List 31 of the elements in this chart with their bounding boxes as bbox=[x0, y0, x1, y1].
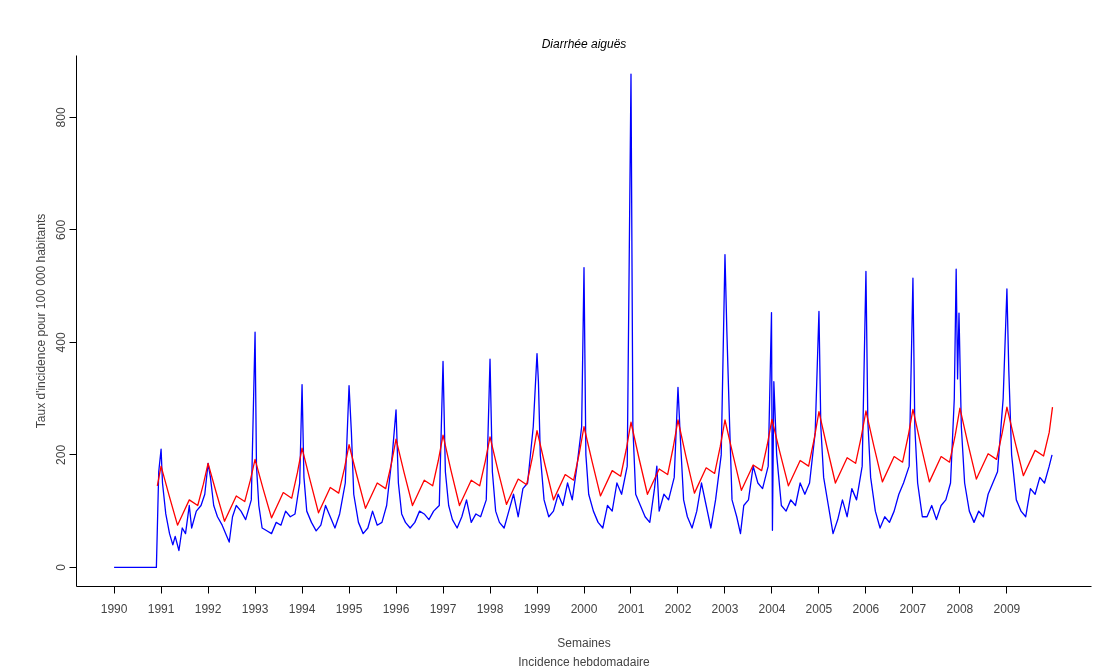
x-tick-label: 1994 bbox=[288, 601, 316, 616]
x-tick-label: 1993 bbox=[241, 601, 269, 616]
x-tick-label: 2008 bbox=[946, 601, 974, 616]
x-tick-label: 2001 bbox=[617, 601, 645, 616]
line-series bbox=[156, 406, 1054, 526]
x-tick-label: 1999 bbox=[523, 601, 551, 616]
y-tick-label: 0 bbox=[53, 563, 68, 571]
text: Incidence hebdomadaire bbox=[518, 654, 651, 668]
x-tick-label: 2007 bbox=[899, 601, 927, 616]
y-axis-title: Taux d'incidence pour 100 000 habitants bbox=[33, 213, 48, 429]
x-tick-label: 1996 bbox=[382, 601, 410, 616]
y-tick-label: 200 bbox=[53, 444, 68, 465]
x-axis-title: Semaines bbox=[557, 635, 611, 650]
x-tick-label: 1990 bbox=[100, 601, 128, 616]
y-tick-label: 600 bbox=[53, 219, 68, 240]
y-tick-label: 800 bbox=[53, 107, 68, 128]
x-tick-label: 1995 bbox=[335, 601, 363, 616]
x-tick-label: 1992 bbox=[194, 601, 222, 616]
x-tick-label: 1991 bbox=[147, 601, 175, 616]
x-tick-label: 2006 bbox=[852, 601, 880, 616]
y-tick-label: 400 bbox=[53, 332, 68, 353]
x-tick-label: 1997 bbox=[429, 601, 457, 616]
x-tick-label: 1998 bbox=[476, 601, 504, 616]
x-tick-label: 2000 bbox=[570, 601, 598, 616]
x-tick-label: 2005 bbox=[805, 601, 833, 616]
x-tick-label: 2002 bbox=[664, 601, 692, 616]
x-tick-label: 2009 bbox=[993, 601, 1021, 616]
x-tick-label: 2003 bbox=[711, 601, 739, 616]
chart-title: Diarrhée aiguës bbox=[541, 36, 627, 51]
x-tick-label: 2004 bbox=[758, 601, 786, 616]
line-series bbox=[113, 73, 1053, 569]
